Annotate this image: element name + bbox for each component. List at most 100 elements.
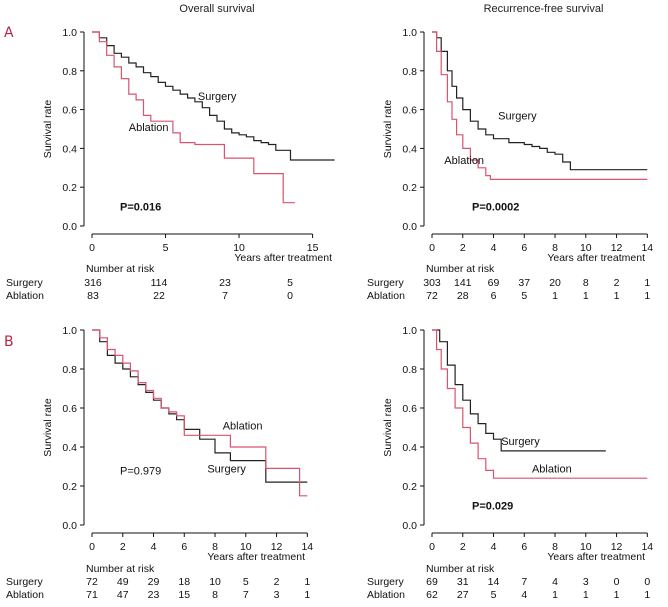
x-tick-label: 12	[611, 242, 623, 254]
y-tick-label: 0.8	[62, 66, 77, 78]
y-tick-label: 0.0	[402, 221, 417, 233]
risk-value: 49	[117, 576, 129, 588]
risk-value: 47	[117, 589, 129, 601]
y-tick-label: 0.0	[62, 221, 77, 233]
p-value: P=0.979	[120, 465, 161, 477]
risk-value: 7	[222, 290, 228, 302]
x-tick-label: 15	[307, 242, 319, 254]
x-tick-label: 2	[120, 541, 126, 553]
risk-value: 72	[86, 576, 98, 588]
y-tick-label: 1.0	[62, 27, 77, 39]
x-tick-label: 14	[301, 541, 313, 553]
curve-label-ablation: Ablation	[532, 463, 572, 475]
risk-value: 8	[583, 277, 589, 289]
risk-table-header: Number at risk	[426, 263, 495, 275]
survival-curve-surgery	[92, 329, 308, 483]
risk-value: 62	[426, 589, 438, 601]
risk-value: 141	[454, 277, 472, 289]
x-tick-label: 0	[429, 242, 435, 254]
y-tick-label: 0.6	[62, 403, 77, 415]
panel-letter-a: A	[4, 25, 14, 41]
risk-row-label: Surgery	[6, 576, 44, 588]
y-axis-label: Survival rate	[42, 398, 54, 457]
survival-curve-surgery	[432, 329, 606, 452]
risk-value: 69	[426, 576, 438, 588]
x-tick-label: 10	[240, 541, 252, 553]
risk-value: 8	[212, 589, 218, 601]
x-tick-label: 10	[580, 242, 592, 254]
risk-value: 6	[491, 290, 497, 302]
risk-value: 1	[644, 589, 650, 601]
x-tick-label: 14	[641, 541, 653, 553]
y-tick-label: 0.0	[402, 520, 417, 532]
curve-label-surgery: Surgery	[501, 436, 540, 448]
x-tick-label: 6	[521, 541, 527, 553]
risk-value: 316	[84, 277, 102, 289]
risk-value: 1	[614, 290, 620, 302]
risk-value: 37	[518, 277, 530, 289]
y-axis-label: Survival rate	[382, 100, 394, 159]
risk-value: 1	[304, 576, 310, 588]
x-tick-label: 0	[89, 541, 95, 553]
risk-value: 1	[583, 290, 589, 302]
y-tick-label: 0.8	[402, 364, 417, 376]
risk-value: 5	[243, 576, 249, 588]
chart-title: Recurrence-free survival	[484, 3, 604, 15]
risk-table-header: Number at risk	[86, 563, 155, 575]
risk-value: 2	[274, 576, 280, 588]
p-value: P=0.029	[472, 500, 513, 512]
x-tick-label: 4	[491, 541, 497, 553]
risk-value: 2	[614, 277, 620, 289]
risk-value: 31	[457, 576, 469, 588]
y-tick-label: 1.0	[402, 27, 417, 39]
y-tick-label: 1.0	[62, 325, 77, 337]
x-tick-label: 2	[460, 242, 466, 254]
y-axis-label: Survival rate	[42, 100, 54, 159]
risk-value: 72	[426, 290, 438, 302]
y-tick-label: 0.8	[402, 66, 417, 78]
risk-value: 0	[614, 576, 620, 588]
p-value: P=0.0002	[472, 201, 519, 213]
y-tick-label: 0.2	[402, 481, 417, 493]
x-tick-label: 10	[580, 541, 592, 553]
risk-value: 114	[151, 277, 168, 289]
x-tick-label: 12	[271, 541, 283, 553]
x-tick-label: 0	[429, 541, 435, 553]
x-tick-label: 8	[212, 541, 218, 553]
x-tick-label: 10	[233, 242, 245, 254]
risk-value: 23	[219, 277, 231, 289]
risk-value: 27	[457, 589, 469, 601]
y-tick-label: 0.2	[62, 481, 77, 493]
risk-value: 15	[178, 589, 190, 601]
risk-value: 5	[491, 589, 497, 601]
y-tick-label: 0.4	[62, 442, 77, 454]
risk-value: 1	[583, 589, 589, 601]
risk-value: 0	[287, 290, 293, 302]
risk-value: 4	[552, 576, 558, 588]
risk-value: 1	[644, 277, 650, 289]
survival-curve-ablation	[92, 329, 308, 497]
curve-label-ablation: Ablation	[223, 420, 263, 432]
y-tick-label: 0.2	[62, 182, 77, 194]
survival-curve-ablation	[432, 31, 648, 180]
x-tick-label: 6	[521, 242, 527, 254]
risk-value: 29	[148, 576, 160, 588]
y-tick-label: 0.4	[62, 143, 77, 155]
risk-row-label: Ablation	[367, 290, 405, 302]
y-tick-label: 0.4	[402, 442, 417, 454]
survival-curve-ablation	[432, 329, 648, 479]
risk-value: 7	[521, 576, 527, 588]
risk-value: 7	[243, 589, 249, 601]
risk-value: 20	[549, 277, 561, 289]
x-tick-label: 8	[552, 541, 558, 553]
y-tick-label: 0.2	[402, 182, 417, 194]
risk-value: 1	[552, 290, 558, 302]
risk-value: 1	[552, 589, 558, 601]
x-tick-label: 14	[641, 242, 653, 254]
y-tick-label: 0.6	[402, 105, 417, 117]
x-tick-label: 5	[163, 242, 169, 254]
km-panel-2: Recurrence-free survival 0.0 0.2 0.4 0.6 0.8 1…	[367, 3, 653, 302]
risk-value: 1	[304, 589, 310, 601]
